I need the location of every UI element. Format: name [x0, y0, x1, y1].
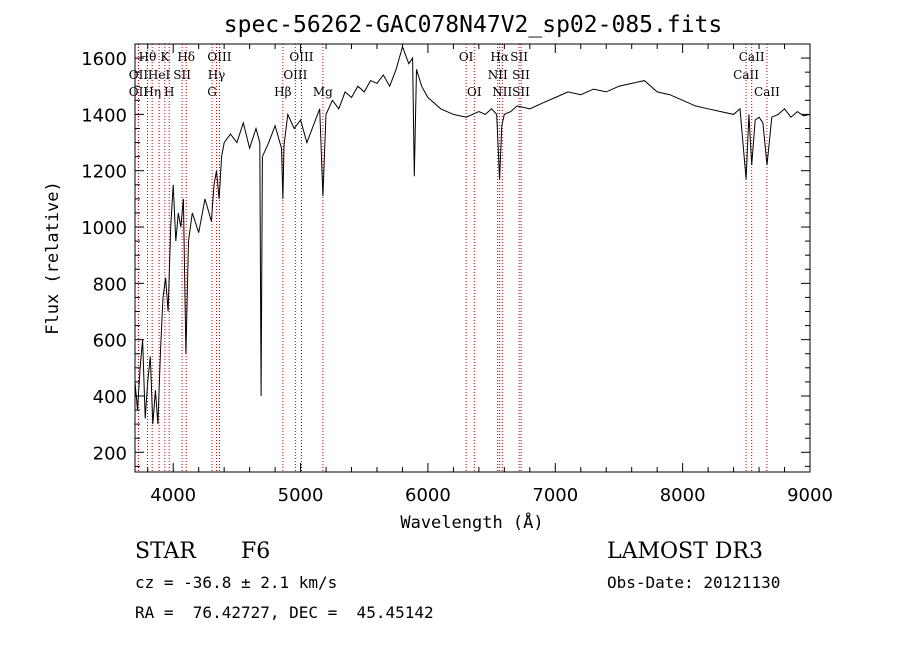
chart-title: spec-56262-GAC078N47V2_sp02-085.fits: [224, 12, 723, 38]
line-label-23: SII: [512, 85, 530, 99]
line-label-2: OII: [129, 85, 149, 99]
line-label-18: Hα: [490, 50, 509, 64]
redshift-text: cz = -36.8 ± 2.1 km/s: [135, 573, 338, 592]
y-tick-label-5: 1200: [81, 162, 127, 183]
line-label-13: OIII: [289, 50, 313, 64]
line-label-7: SII: [173, 68, 191, 82]
y-tick-label-7: 1600: [81, 49, 127, 70]
line-label-25: CaII: [733, 68, 759, 82]
line-label-8: Hδ: [177, 50, 195, 64]
axis-ticks: 4000 5000 6000 7000 8000 9000 200 400 600 800 1000…: [81, 43, 833, 506]
x-tick-label-0: 4000: [150, 485, 196, 506]
line-label-3: K: [160, 50, 170, 64]
y-tick-label-2: 600: [93, 331, 127, 352]
line-label-9: OIII: [207, 50, 231, 64]
line-markers: [137, 44, 768, 472]
line-label-12: Hβ: [274, 85, 291, 99]
line-label-4: HeI: [148, 68, 171, 82]
y-tick-label-0: 200: [93, 443, 127, 464]
line-label-20: NII: [488, 68, 508, 82]
line-label-6: H: [164, 85, 174, 99]
y-tick-label-1: 400: [93, 387, 127, 408]
y-axis-label: Flux (relative): [43, 181, 63, 335]
coordinates-text: RA = 76.42727, DEC = 45.45142: [135, 603, 434, 622]
line-label-1: OII: [129, 68, 149, 82]
plot-frame: [134, 43, 811, 473]
y-tick-label-6: 1400: [81, 105, 127, 126]
x-tick-label-2: 6000: [405, 485, 451, 506]
survey-name: LAMOST DR3: [607, 539, 763, 564]
line-label-10: Hγ: [208, 68, 226, 82]
spectrum-chart: spec-56262-GAC078N47V2_sp02-085.fits Hθ O…: [43, 12, 833, 533]
x-tick-label-4: 8000: [660, 485, 706, 506]
x-tick-label-5: 9000: [787, 485, 833, 506]
line-label-19: SII: [510, 50, 528, 64]
spectrum-series-line: [134, 45, 811, 425]
y-tick-label-4: 1000: [81, 218, 127, 239]
line-label-5: Hη: [143, 85, 161, 99]
x-axis-label: Wavelength (Å): [400, 511, 543, 533]
y-tick-label-3: 800: [93, 274, 127, 295]
line-label-14: OIII: [283, 68, 307, 82]
x-tick-label-3: 7000: [532, 485, 578, 506]
object-subclass: F6: [241, 539, 271, 564]
line-label-17: OI: [467, 85, 482, 99]
line-label-22: SII: [512, 68, 530, 82]
object-class: STAR: [135, 539, 196, 564]
x-tick-label-1: 5000: [278, 485, 324, 506]
line-label-21: NII: [492, 85, 512, 99]
line-label-15: Mg: [313, 85, 333, 99]
line-label-26: CaII: [754, 85, 780, 99]
line-label-0: Hθ: [139, 50, 157, 64]
line-label-11: G: [207, 85, 217, 99]
obs-date-text: Obs-Date: 20121130: [607, 573, 781, 592]
line-label-16: OI: [459, 50, 474, 64]
line-label-24: CaII: [739, 50, 765, 64]
line-labels: Hθ OII OII K HeI Hη H SII Hδ OIII Hγ G Hβ OIII OIII Mg O…: [129, 50, 780, 99]
